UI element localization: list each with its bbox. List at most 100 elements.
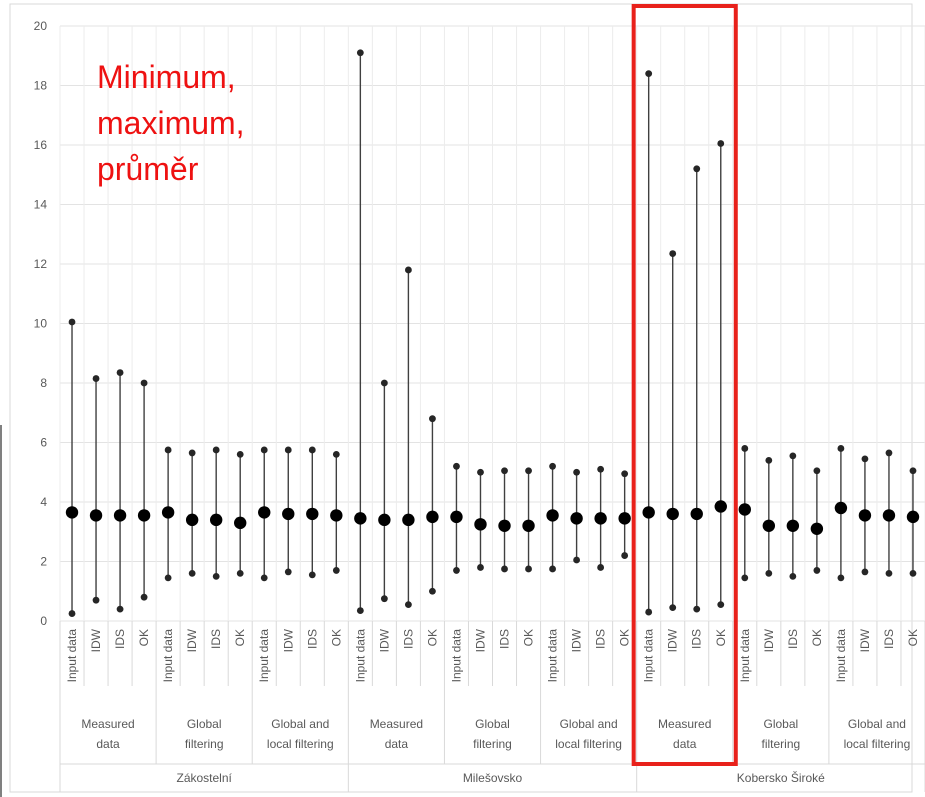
method-label: Input data [65,629,79,683]
mean-marker [690,507,703,521]
max-marker [885,449,893,457]
min-marker [308,571,316,579]
max-marker [236,451,244,458]
max-marker [525,467,532,475]
mean-marker [738,503,751,516]
max-marker [380,379,388,387]
method-label: IDS [594,629,608,649]
method-label: OK [425,629,439,646]
max-marker [813,467,821,475]
min-marker [332,567,340,574]
mean-marker [65,506,79,519]
max-marker [116,369,124,376]
mean-marker [306,507,319,521]
method-label: OK [906,629,920,646]
method-label: IDS [401,629,415,649]
min-marker [164,574,172,582]
method-label: IDW [762,628,776,652]
mean-marker [810,522,824,535]
y-tick-label: 14 [34,198,48,212]
highlight-box [631,4,738,766]
method-label: OK [522,629,536,646]
max-marker [837,445,845,452]
group-label: local filtering [267,737,334,751]
method-label: IDW [89,628,103,652]
x-axis-categories: Input data IDW IDS OK Input data IDW IDS OK Inpu… [59,621,925,792]
method-label: IDS [786,629,800,649]
max-marker [212,446,220,454]
min-marker [68,610,76,617]
annotation-text: Minimum, [97,59,236,95]
y-tick-label: 12 [34,257,48,271]
group-label: data [673,737,697,751]
min-marker [741,574,749,582]
site-label: Kobersko Široké [737,770,825,785]
max-marker [284,446,292,454]
min-marker [765,570,773,577]
group-label: Measured [370,717,423,731]
group-label: Global [475,717,510,731]
min-marker [212,572,220,580]
y-tick-label: 16 [34,138,48,152]
group-label: Measured [81,717,134,731]
max-marker [356,49,364,57]
max-marker [621,470,629,478]
max-marker [140,379,148,387]
group-label: Measured [658,717,711,731]
max-marker [308,446,316,454]
mean-marker [330,509,343,522]
mean-marker [402,513,415,527]
min-marker [525,565,532,573]
mean-marker [618,512,631,525]
min-marker [885,570,893,577]
min-marker [429,587,436,595]
max-marker [453,462,460,470]
min-marker [453,567,460,574]
max-marker [741,445,749,452]
min-marker [92,596,100,604]
max-marker [164,446,172,454]
max-marker [260,446,268,454]
mean-marker [546,509,559,522]
method-label: IDW [473,628,487,652]
max-marker [92,375,100,382]
group-label: Global and [271,717,329,731]
min-marker [669,604,677,612]
mean-marker [161,506,175,519]
min-marker [837,574,845,582]
min-marker [260,574,268,582]
plot-area-border [9,3,913,793]
mean-marker [882,509,896,522]
max-marker [645,70,653,77]
mean-marker [234,516,247,530]
mean-marker [858,509,872,522]
group-label: local filtering [555,737,622,751]
site-label: Milešovsko [463,771,523,785]
max-marker [68,318,76,326]
mean-marker [786,519,800,532]
mean-marker [378,513,391,527]
max-marker [549,462,556,470]
mean-marker [426,510,439,524]
max-marker [789,452,797,460]
annotation-text: průměr [97,151,199,187]
min-marker [861,568,869,576]
min-marker [405,601,412,609]
max-marker [573,468,580,476]
min-marker [645,608,653,616]
mean-marker [594,512,607,525]
method-label: OK [618,629,632,646]
max-marker [477,468,484,476]
group-label: filtering [185,737,224,751]
method-label: OK [233,629,247,646]
group-label: Global and [560,717,618,731]
mean-marker [282,507,295,521]
min-marker [597,564,605,571]
method-label: OK [714,629,728,646]
min-marker [501,565,508,573]
min-marker [140,593,148,601]
max-marker [717,140,725,147]
mean-marker [834,501,848,515]
method-label: Input data [546,629,560,683]
